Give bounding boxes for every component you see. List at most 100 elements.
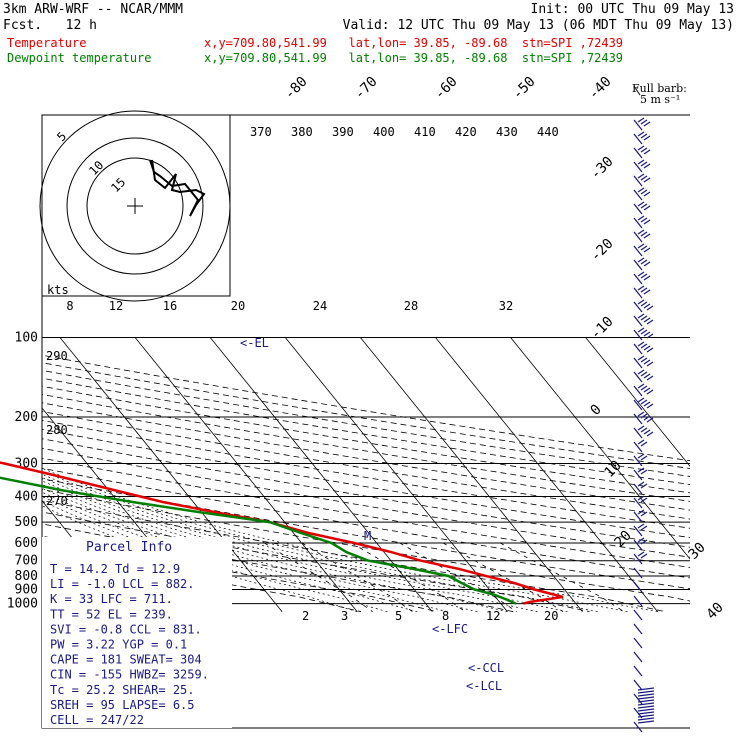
- isotherm-top-label--40: -40: [586, 74, 615, 103]
- wind-barb-flag-5-0: [637, 187, 645, 193]
- wind-barb-flag-12-2: [643, 289, 651, 295]
- wind-barb-flag-18-2: [643, 373, 651, 379]
- isotherm-side-label--30: -30: [588, 154, 617, 183]
- parcel-row-9: SREH = 95 LAPSE= 6.5: [50, 698, 195, 712]
- wind-barb-shaft-9: [633, 245, 643, 257]
- wind-barb-flag-22-0: [637, 425, 645, 431]
- parcel-row-6: CAPE = 181 SWEAT= 304: [50, 653, 202, 667]
- isotherm-top-label--80: -80: [282, 74, 311, 103]
- isotherm-side-label-20: 20: [612, 528, 635, 551]
- wind-barb-low-2: [637, 693, 655, 697]
- wind-barb-shaft-13: [633, 301, 643, 313]
- mixing-ratio-label-12: 12: [486, 609, 500, 623]
- wind-barb-flag-4-0: [637, 173, 645, 179]
- forecast-hour: Fcst. 12 h: [3, 18, 97, 33]
- wind-barb-flag-3-2: [643, 163, 651, 169]
- mixing-ratio-8: [399, 542, 518, 613]
- wind-barb-shaft-0: [633, 119, 643, 131]
- wind-barb-shaft-11: [633, 273, 643, 285]
- mixing-ratio-20: [500, 542, 625, 613]
- parcel-title: Parcel Info: [86, 540, 172, 555]
- wind-barb-flag-19-0: [637, 383, 645, 389]
- wind-barb-flag-21-2: [643, 415, 651, 421]
- wind-barb-flag-22-1: [640, 427, 648, 433]
- theta-top-label-420: 420: [455, 125, 477, 139]
- hodograph-ring-2: [86, 157, 184, 255]
- wind-barb-flag-16-3: [646, 347, 654, 353]
- pressure-label-200: 200: [15, 410, 38, 425]
- wind-barb-flag-27-1: [640, 497, 648, 503]
- wind-barb-flag-16-2: [643, 345, 651, 351]
- wind-barb-shaft-32: [633, 567, 643, 579]
- lcl-label: <-LCL: [466, 679, 502, 693]
- moist-adiabat-18: [42, 416, 568, 613]
- wind-barb-flag-9-1: [640, 245, 648, 251]
- hodograph-xtick-24: 24: [313, 299, 327, 313]
- wind-barb-flag-16-0: [637, 341, 645, 347]
- wind-barb-flag-0-2: [643, 121, 651, 127]
- wind-barb-flag-15-3: [646, 333, 654, 339]
- init-time: Init: 00 UTC Thu 09 May 13: [530, 2, 735, 17]
- wind-barb-low-6: [637, 705, 655, 709]
- wind-barb-low-8: [637, 711, 655, 715]
- wind-barb-flag-31-0: [637, 551, 645, 557]
- wind-barb-shaft-5: [633, 189, 643, 201]
- wind-barb-shaft-27: [633, 497, 643, 509]
- wind-barb-flag-11-1: [640, 273, 648, 279]
- wind-barb-flag-8-1: [640, 231, 648, 237]
- theta-top-label-440: 440: [537, 125, 559, 139]
- profile-line-1: [0, 476, 517, 605]
- legend-temperature: Temperature: [7, 36, 87, 50]
- wind-barb-flag-11-2: [643, 275, 651, 281]
- mixing-ratio-label-8: 8: [442, 609, 449, 623]
- wind-barb-flag-13-1: [640, 301, 648, 307]
- wind-barb-shaft-18: [633, 371, 643, 383]
- wind-barb-flag-9-2: [643, 247, 651, 253]
- wind-barb-shaft-36: [633, 623, 643, 635]
- wind-barb-flag-28-1: [640, 511, 648, 517]
- dry-adiabat-300: [42, 337, 666, 613]
- wind-barb-flag-14-1: [640, 315, 648, 321]
- isotherm-20: [360, 337, 583, 612]
- wind-barb-flag-21-3: [646, 417, 654, 423]
- wind-barb-flag-23-1: [640, 441, 648, 447]
- valid-time: Valid: 12 UTC Thu 09 May 13 (06 MDT Thu …: [342, 18, 734, 33]
- wind-barb-flag-2-1: [640, 147, 648, 153]
- wind-barb-flag-24-0: [637, 453, 645, 459]
- wind-barb-flag-13-3: [646, 305, 654, 311]
- hodograph-xtick-8: 8: [66, 299, 73, 313]
- hodograph-xtick-32: 32: [499, 299, 513, 313]
- wind-barb-shaft-3: [633, 161, 643, 173]
- pressure-label-100: 100: [15, 330, 38, 345]
- wind-barb-flag-18-3: [646, 375, 654, 381]
- wind-barb-flag-8-0: [637, 229, 645, 235]
- isotherm-50: [585, 337, 690, 612]
- pressure-label-500: 500: [15, 515, 38, 530]
- wind-barb-flag-23-0: [637, 439, 645, 445]
- dry-adiabat-360: [42, 337, 690, 613]
- wind-barb-shaft-17: [633, 357, 643, 369]
- pressure-label-700: 700: [15, 554, 38, 569]
- wind-barb-low-7: [637, 708, 655, 712]
- wind-barb-flag-15-0: [637, 327, 645, 333]
- mixing-ratio-label-5: 5: [395, 609, 402, 623]
- parcel-row-1: LI = -1.0 LCL = 882.: [50, 577, 195, 591]
- wind-barb-flag-10-0: [637, 257, 645, 263]
- wind-barb-flag-4-1: [640, 175, 648, 181]
- wind-barb-shaft-20: [633, 399, 643, 411]
- wind-barb-shaft-6: [633, 203, 643, 215]
- parcel-row-2: K = 33 LFC = 711.: [50, 592, 173, 606]
- wind-barb-flag-12-0: [637, 285, 645, 291]
- m-label: M: [364, 529, 371, 543]
- wind-barb-flag-20-1: [640, 399, 648, 405]
- wind-barb-flag-26-0: [637, 481, 645, 487]
- wind-barb-low-5: [637, 702, 655, 706]
- theta-side-label-280: 280: [46, 423, 68, 437]
- pressure-label-600: 600: [15, 536, 38, 551]
- hodograph-xtick-20: 20: [231, 299, 245, 313]
- wind-barb-shaft-40: [633, 679, 643, 691]
- parcel-row-7: CIN = -155 HWBZ= 3259.: [50, 668, 209, 682]
- wind-barb-shaft-22: [633, 427, 643, 439]
- dry-adiabat-410: [42, 337, 690, 613]
- dry-adiabat-450: [42, 337, 690, 613]
